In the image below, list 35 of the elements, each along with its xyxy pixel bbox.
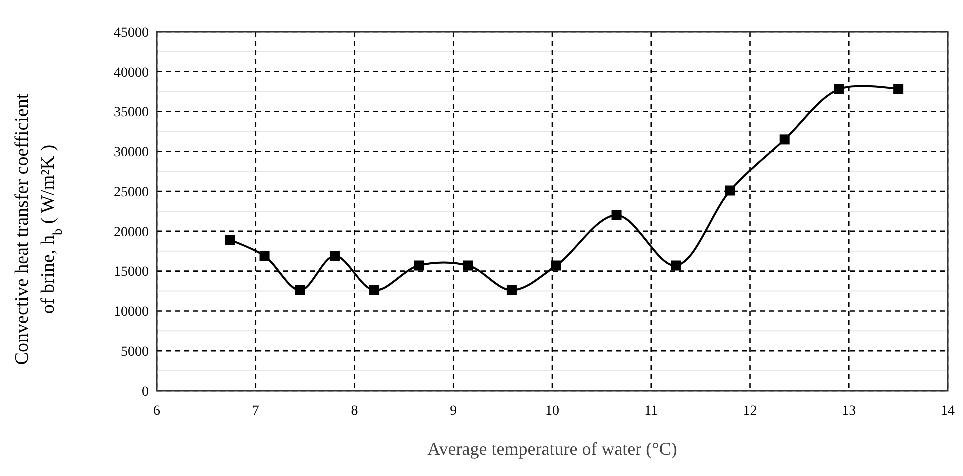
x-tick-label: 11 <box>644 404 658 419</box>
point <box>780 134 790 145</box>
point <box>463 260 474 271</box>
point <box>725 186 736 196</box>
x-tick-label: 14 <box>941 404 955 419</box>
point <box>225 235 236 246</box>
point <box>671 260 682 271</box>
x-tick-label: 8 <box>351 404 358 419</box>
x-tick-label: 6 <box>154 404 160 419</box>
point <box>330 251 340 262</box>
x-tick-label: 13 <box>842 404 856 419</box>
x-tick-label: 7 <box>252 404 260 419</box>
point <box>506 285 517 296</box>
x-tick-label: 9 <box>450 404 458 419</box>
point <box>370 285 380 296</box>
y-tick-label: 35000 <box>114 106 149 121</box>
x-tick-label: 10 <box>546 404 560 419</box>
y-tick-label: 15000 <box>114 265 149 280</box>
point <box>414 260 424 271</box>
point <box>612 210 622 220</box>
x-tick-label: 12 <box>743 404 758 419</box>
y-tick-label: 30000 <box>114 146 149 161</box>
y-tick-label: 25000 <box>114 185 149 200</box>
y-tick-label: 20000 <box>114 225 149 240</box>
x-axis-title: Average temperature of water (°C) <box>428 439 678 459</box>
y-tick-label: 45000 <box>114 26 149 41</box>
y-tick-label: 40000 <box>114 66 149 81</box>
y-tick-label: 10000 <box>114 305 149 320</box>
point <box>834 84 844 94</box>
point <box>894 84 904 94</box>
y-tick-label: 5000 <box>121 345 149 360</box>
y-tick-label: 0 <box>142 384 149 400</box>
point <box>551 260 562 271</box>
point <box>295 285 306 296</box>
point <box>260 251 270 262</box>
